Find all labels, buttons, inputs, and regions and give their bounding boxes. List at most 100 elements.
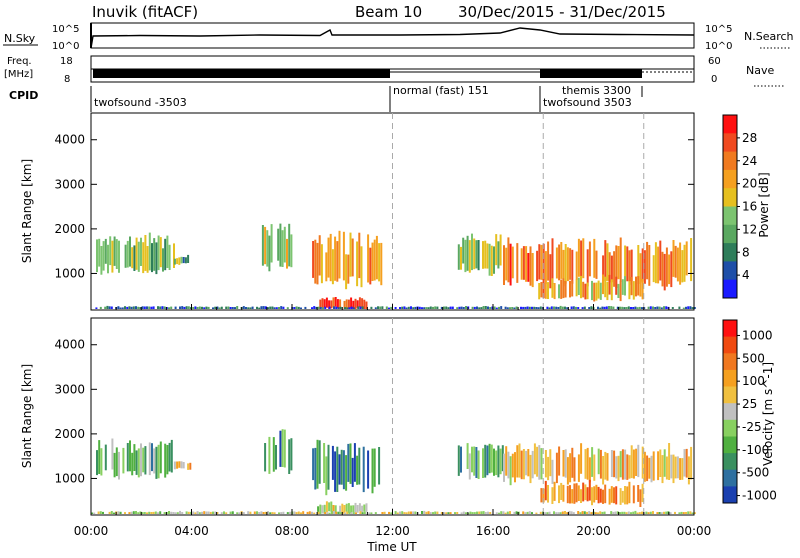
echo-cell [383, 511, 386, 514]
echo-cell [464, 239, 467, 273]
echo-cell [647, 306, 650, 309]
echo-cell [260, 306, 263, 309]
colorbar-swatch [723, 419, 737, 437]
echo-cell [108, 306, 111, 309]
echo-cell [104, 238, 107, 264]
echo-cell [262, 306, 265, 309]
echo-cell [216, 306, 219, 309]
echo-cell [401, 306, 404, 309]
echo-cell [214, 306, 217, 309]
echo-cell [317, 511, 320, 514]
echo-cell [471, 233, 473, 271]
echo-cell [351, 238, 354, 277]
freq-label-2: [MHz] [4, 69, 33, 80]
echo-cell [624, 276, 626, 296]
echo-cell [403, 306, 406, 309]
echo-cell [553, 481, 556, 501]
nsky-trace [90, 27, 695, 49]
echo-cell [628, 250, 631, 285]
echo-cell [562, 278, 565, 299]
echo-cell [344, 307, 346, 309]
echo-cell [595, 250, 598, 279]
echo-cell [610, 450, 613, 477]
echo-cell [627, 511, 630, 514]
echo-cell [447, 307, 450, 309]
echo-cell [518, 443, 521, 478]
echo-cell [98, 440, 101, 474]
echo-cell [632, 449, 635, 479]
echo-cell [632, 281, 635, 300]
echo-cell [604, 276, 607, 298]
echo-cell [663, 511, 665, 514]
echo-cell [110, 511, 113, 514]
echo-cell [577, 277, 580, 295]
colorbar-tick-label: 1000 [742, 328, 773, 342]
echo-cell [174, 512, 177, 514]
echo-cell [487, 511, 489, 514]
echo-cell [445, 512, 448, 514]
echo-cell [321, 505, 324, 514]
echo-cell [319, 307, 322, 309]
echo-cell [639, 280, 642, 297]
echo-cell [465, 306, 467, 309]
echo-cell [187, 463, 190, 470]
echo-cell [680, 511, 683, 514]
echo-cell [212, 307, 214, 309]
echo-cell [333, 306, 335, 309]
freq-panel: Freq. [MHz] 18 8 60 0 Nave [4, 55, 784, 87]
echo-cell [316, 242, 319, 285]
echo-cell [159, 306, 162, 309]
velocity-colorbar: 1000 500 100 25 -25 -100 -500 -1000 [722, 319, 777, 504]
echo-cell [180, 461, 183, 469]
echo-cell [148, 232, 151, 271]
colorbar-tick-label: 12 [742, 222, 757, 236]
echo-cell [332, 505, 335, 514]
echo-cell [608, 306, 610, 309]
colorbar-swatch [723, 369, 737, 387]
echo-cell [476, 511, 478, 514]
echo-cell [170, 306, 173, 309]
echo-cell [164, 238, 167, 271]
echo-cell [335, 306, 338, 309]
echo-cell [581, 307, 584, 309]
echo-cell [137, 512, 140, 514]
echo-cell [683, 449, 686, 477]
echo-cell [497, 241, 500, 269]
echo-cell [569, 485, 571, 504]
echo-cell [544, 251, 547, 284]
echo-cell [343, 505, 346, 513]
power-colorbar-label: Power [dB] [757, 172, 771, 237]
echo-cell [454, 512, 456, 514]
power-echo-layer [95, 223, 696, 309]
echo-cell [317, 306, 320, 309]
echo-cell [566, 457, 569, 485]
echo-cell [119, 307, 122, 309]
echo-cell [170, 439, 173, 473]
echo-cell [520, 450, 523, 480]
echo-cell [319, 504, 322, 514]
echo-cell [128, 512, 131, 514]
echo-cell [434, 306, 437, 309]
echo-cell [275, 307, 278, 309]
echo-cell [111, 240, 114, 273]
echo-cell [500, 511, 503, 514]
echo-cell [328, 502, 331, 512]
nave-tick-top: 60 [708, 56, 721, 67]
echo-cell [334, 451, 337, 492]
echo-cell [194, 512, 197, 514]
echo-cell [137, 241, 140, 272]
echo-cell [124, 244, 127, 268]
echo-cell [347, 443, 350, 482]
echo-cell [685, 448, 688, 478]
echo-cell [606, 453, 609, 481]
echo-cell [593, 486, 596, 503]
echo-cell [283, 226, 286, 263]
echo-cell [683, 244, 686, 282]
echo-cell [399, 307, 401, 309]
echo-cell [256, 511, 258, 514]
echo-cell [621, 511, 624, 514]
echo-cell [148, 511, 151, 514]
echo-cell [473, 512, 476, 514]
echo-cell [586, 249, 589, 287]
echo-cell [350, 306, 353, 309]
